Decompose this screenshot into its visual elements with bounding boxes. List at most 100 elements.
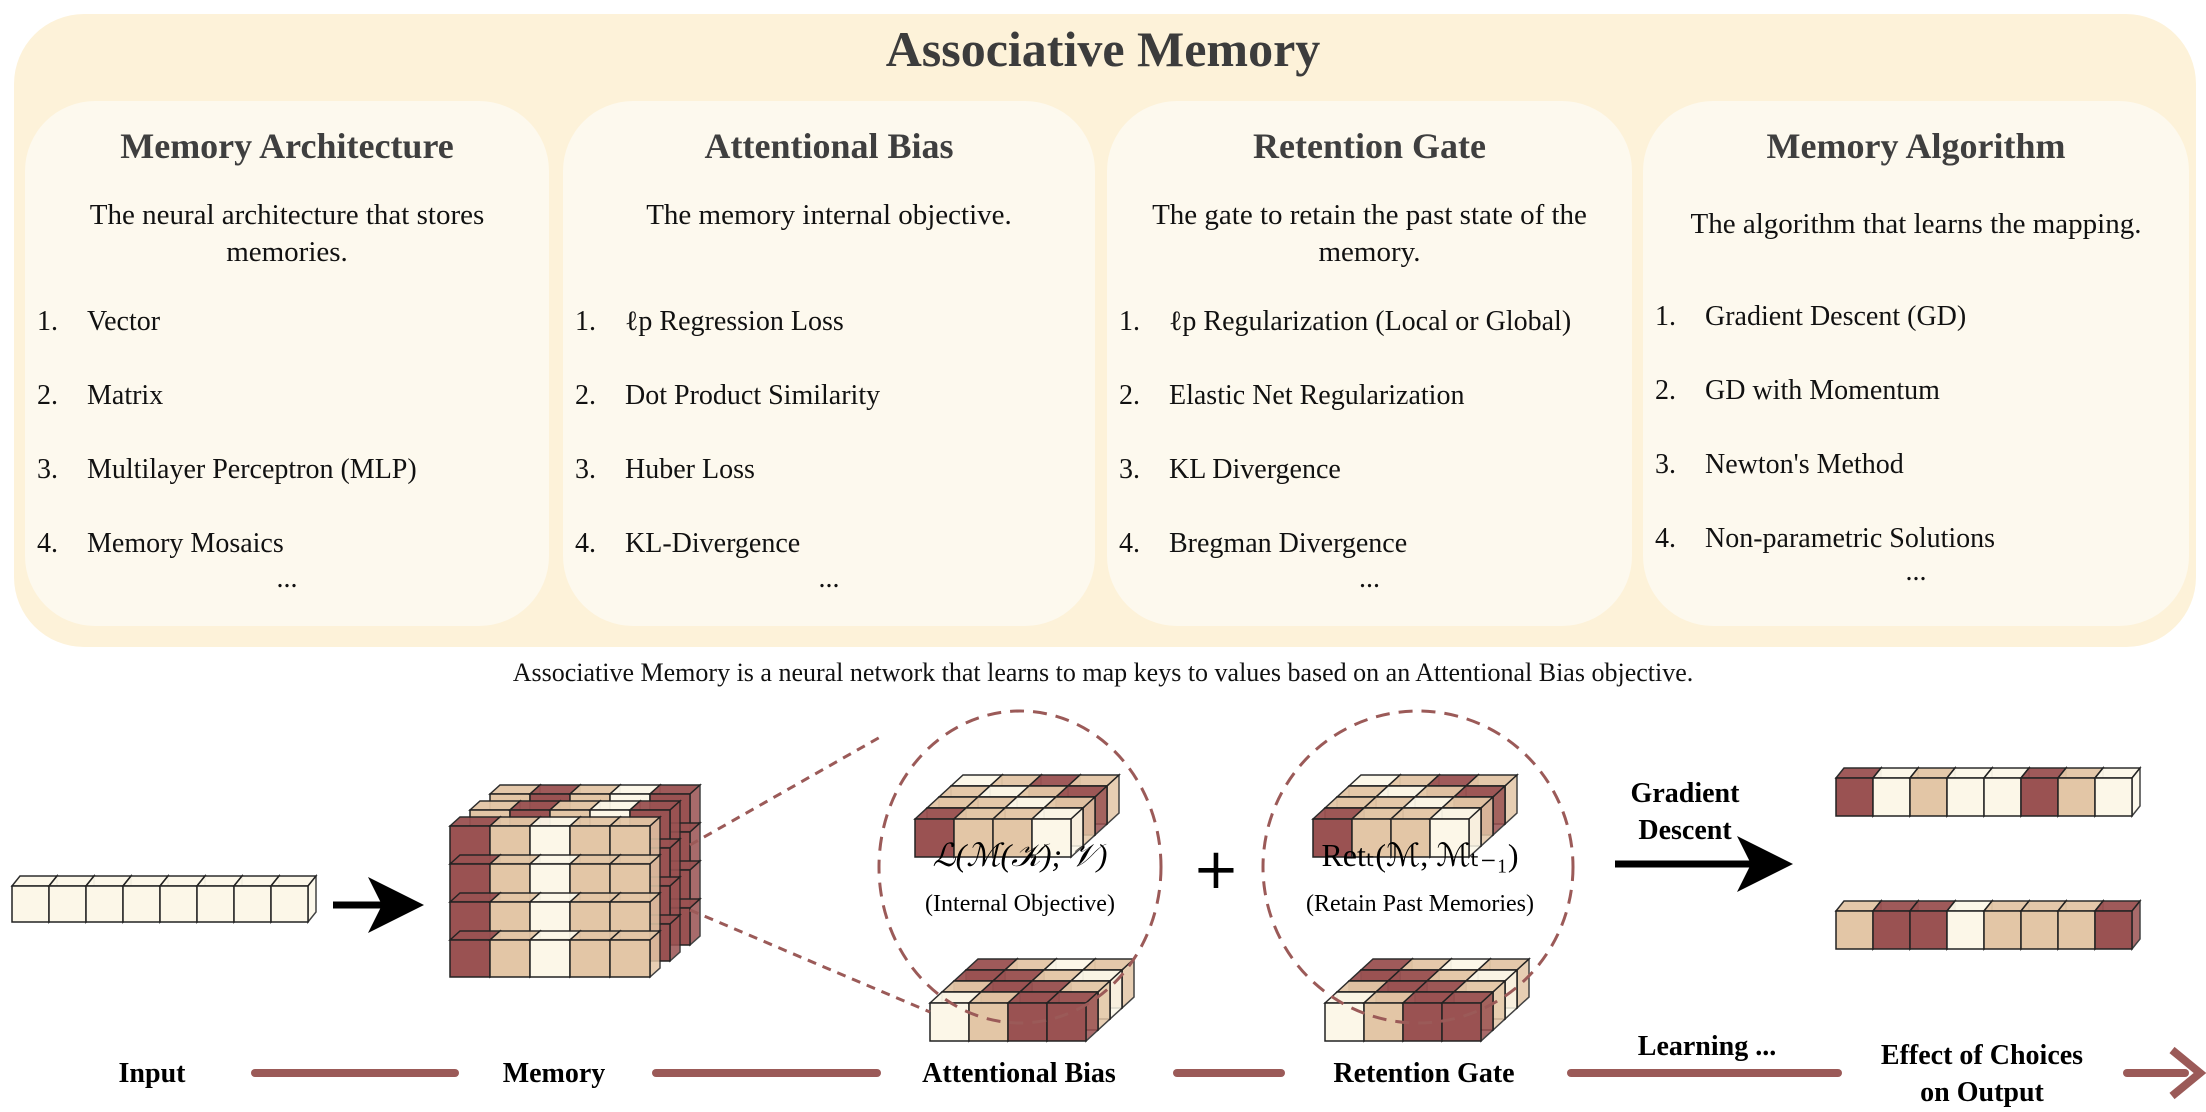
card-description: The gate to retain the past state of the…	[1152, 199, 1587, 268]
objective-zoom-circle	[877, 709, 1163, 1025]
card-list: 1. ℓp Regularization (Local or Global) 2.…	[1119, 306, 1571, 602]
cell-side	[649, 929, 661, 979]
cell-front	[1390, 818, 1431, 858]
item-number: 1.	[37, 306, 58, 337]
list-item: 2. Dot Product Similarity	[575, 380, 880, 454]
item-text: Memory Mosaics	[87, 528, 284, 559]
list-item: 1. ℓp Regression Loss	[575, 306, 880, 380]
cell-front	[196, 885, 235, 923]
card-memory-algorithm: Memory Algorithm The algorithm that lear…	[1643, 101, 2189, 626]
card-list: 1. Gradient Descent (GD) 2. GD with Moment…	[1655, 301, 1995, 597]
more-ellipsis: ...	[818, 563, 840, 594]
cell-front	[1324, 1002, 1365, 1042]
item-text: Bregman Divergence	[1169, 528, 1408, 559]
card-attentional-bias: Attentional Bias The memory internal obj…	[563, 101, 1095, 626]
pipeline-attentional-bias: Attentional Bias	[922, 1058, 1116, 1089]
cell-front	[1909, 777, 1948, 817]
list-item: 3. KL Divergence	[1119, 454, 1571, 528]
item-text: Elastic Net Regularization	[1169, 380, 1465, 411]
item-number: 3.	[575, 454, 596, 485]
cell-front	[85, 885, 124, 923]
item-number: 4.	[575, 528, 596, 559]
retention-formula: Retₜ(ℳ, ℳₜ₋₁)	[1321, 837, 1518, 873]
cell-side	[689, 897, 701, 947]
cell-front	[569, 939, 611, 978]
cell-front	[1946, 910, 1985, 950]
cell-front	[11, 885, 50, 923]
cell-front	[1946, 777, 1985, 817]
plus-sign: +	[1193, 837, 1240, 902]
card-description: The algorithm that learns the mapping.	[1690, 208, 2142, 240]
cell-front	[2020, 910, 2059, 950]
item-text: Vector	[87, 306, 161, 337]
cell-front	[1312, 818, 1353, 858]
arrow-label-gradient: Gradient	[1631, 778, 1741, 809]
pipeline-learning: Learning ...	[1638, 1031, 1776, 1062]
pipeline-memory: Memory	[503, 1058, 606, 1089]
item-text: Newton's Method	[1705, 449, 1904, 480]
list-item: 3. Newton's Method	[1655, 449, 1995, 523]
item-number: 2.	[575, 380, 596, 411]
item-number: 1.	[1655, 301, 1676, 332]
list-item: 3. Multilayer Perceptron (MLP)	[37, 454, 417, 528]
item-number: 2.	[1119, 380, 1140, 411]
cell-front	[1441, 1002, 1482, 1042]
item-text: Non-parametric Solutions	[1705, 523, 1996, 554]
zoom-line-bottom	[689, 908, 931, 1014]
cell-front	[2057, 777, 2096, 817]
cell-front	[1983, 777, 2022, 817]
more-ellipsis: ...	[276, 563, 298, 594]
cell-front	[1983, 910, 2022, 950]
objective-note: (Internal Objective)	[925, 891, 1115, 917]
item-text: KL-Divergence	[625, 528, 801, 559]
item-text: ℓp Regression Loss	[625, 306, 844, 337]
pipeline-effect-line2: on Output	[1920, 1077, 2044, 1108]
pipeline-effect-line1: Effect of Choices	[1881, 1040, 2083, 1071]
list-item: 4. Bregman Divergence	[1119, 528, 1571, 602]
cell-front	[270, 885, 309, 923]
item-number: 4.	[1119, 528, 1140, 559]
item-number: 1.	[1119, 306, 1140, 337]
pipeline-input: Input	[119, 1058, 187, 1089]
card-list: 1. Vector 2. Matrix 3. Multilayer Perceptro…	[37, 306, 417, 602]
main-title: Associative Memory	[885, 21, 1321, 77]
cell-front	[1872, 777, 1911, 817]
retention-zoom-circle	[1261, 709, 1575, 1025]
cell-front	[159, 885, 198, 923]
cell-front	[1872, 910, 1911, 950]
item-text: GD with Momentum	[1705, 375, 1940, 406]
item-number: 4.	[1655, 523, 1676, 554]
caption: Associative Memory is a neural network t…	[512, 658, 1694, 687]
item-number: 4.	[37, 528, 58, 559]
card-heading: Retention Gate	[1253, 126, 1486, 166]
cell-front	[2020, 777, 2059, 817]
cell-front	[233, 885, 272, 923]
cell-front	[1031, 818, 1072, 858]
list-item: 2. Matrix	[37, 380, 417, 454]
cell-front	[968, 1002, 1009, 1042]
item-number: 3.	[1655, 449, 1676, 480]
list-item: 3. Huber Loss	[575, 454, 880, 528]
item-number: 2.	[1655, 375, 1676, 406]
list-item: 2. GD with Momentum	[1655, 375, 1995, 449]
cell-front	[2094, 777, 2133, 817]
item-number: 2.	[37, 380, 58, 411]
cell-front	[1835, 910, 1874, 950]
item-number: 3.	[37, 454, 58, 485]
cell-front	[1835, 777, 1874, 817]
retention-note: (Retain Past Memories)	[1306, 891, 1534, 917]
cell-front	[2094, 910, 2133, 950]
item-number: 3.	[1119, 454, 1140, 485]
cell-front	[449, 939, 491, 978]
more-ellipsis: ...	[1359, 563, 1380, 594]
list-item: 4. Memory Mosaics	[37, 528, 417, 602]
list-item: 2. Elastic Net Regularization	[1119, 380, 1571, 454]
cell-front	[2057, 910, 2096, 950]
item-text: ℓp Regularization (Local or Global)	[1169, 306, 1572, 337]
item-text: Huber Loss	[625, 454, 755, 485]
card-list: 1. ℓp Regression Loss 2. Dot Product Simil…	[575, 306, 880, 602]
list-item: 1. Gradient Descent (GD)	[1655, 301, 1995, 375]
arrow-label-descent: Descent	[1638, 815, 1732, 846]
item-number: 1.	[575, 306, 596, 337]
